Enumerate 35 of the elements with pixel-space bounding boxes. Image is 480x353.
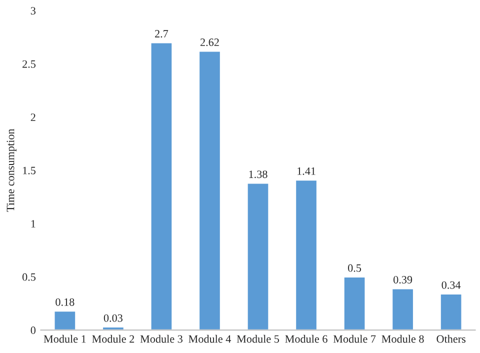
y-tick-label: 2	[30, 114, 36, 121]
x-tick-label: Module 7	[333, 334, 376, 343]
y-tick-label: 0	[30, 326, 36, 334]
x-tick-label: Module 5	[236, 334, 280, 343]
x-tick-label: Module 2	[92, 334, 134, 343]
x-tick-label: Module 6	[285, 334, 328, 343]
x-tick-label: Module 1	[44, 334, 86, 343]
data-label: 0.34	[442, 281, 461, 289]
x-tick-label: Module 3	[140, 334, 182, 343]
data-label: 2.62	[200, 38, 219, 46]
x-tick-label: Module 8	[382, 334, 424, 343]
bar	[246, 182, 270, 330]
bar	[294, 179, 318, 330]
bar	[53, 310, 76, 330]
y-tick-label: 1	[31, 220, 36, 228]
data-label: 1.41	[298, 167, 316, 175]
bar	[150, 42, 174, 330]
data-label: 0.5	[348, 264, 362, 272]
bar	[391, 288, 414, 330]
y-tick-label: 3	[30, 7, 36, 15]
y-tick-label: 0.5	[22, 273, 36, 281]
data-label: 0.18	[56, 298, 74, 306]
y-tick-label: 2.5	[22, 60, 36, 68]
bar	[198, 50, 222, 330]
bar	[102, 326, 125, 330]
data-label: 1.38	[249, 170, 268, 178]
y-axis-title: Time consumption	[6, 128, 16, 212]
x-tick-label: Module 4	[188, 334, 232, 343]
y-tick-label: 1.5	[23, 166, 36, 174]
data-label: 2.7	[155, 30, 168, 38]
x-tick-label: Others	[436, 334, 466, 343]
data-label: 0.03	[104, 314, 122, 322]
bar	[342, 276, 366, 330]
bar	[440, 293, 463, 330]
data-label: 0.39	[394, 276, 412, 284]
